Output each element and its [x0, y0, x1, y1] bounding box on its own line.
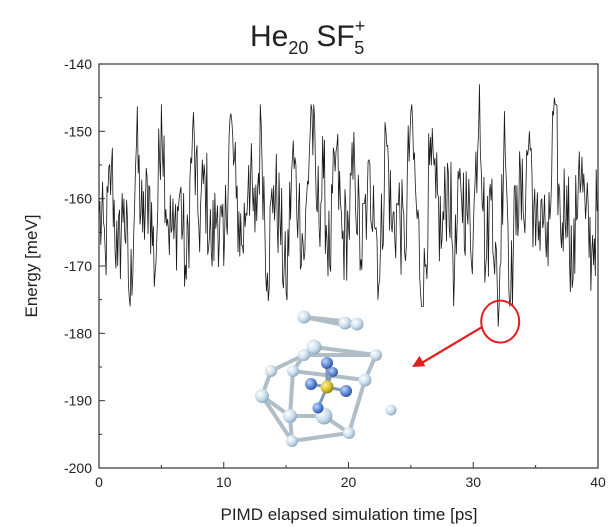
x-axis: 0 10 20 30 40 — [95, 462, 606, 490]
x-tick-label: 20 — [341, 474, 357, 490]
plot-area — [98, 63, 599, 469]
highlight-circle — [480, 299, 521, 344]
annotation-arrow — [419, 326, 482, 365]
chart-title: He20 SF+ 5 — [250, 16, 365, 58]
series-line — [98, 84, 599, 327]
sulfur-atom — [320, 380, 334, 394]
series-group — [98, 84, 599, 327]
y-axis-label: Energy [meV] — [22, 215, 41, 318]
y-tick-label: -150 — [64, 123, 92, 139]
molecule-inset — [255, 310, 397, 447]
y-tick-label: -170 — [64, 258, 92, 274]
y-tick-label: -140 — [64, 56, 92, 72]
y-axis: -200 -190 -180 -170 -160 -150 -140 — [64, 56, 105, 476]
y-tick-label: -160 — [64, 191, 92, 207]
x-tick-label: 0 — [95, 474, 103, 490]
y-tick-label: -200 — [64, 460, 92, 476]
y-tick-label: -190 — [64, 393, 92, 409]
x-axis-label: PIMD elapsed simulation time [ps] — [221, 505, 478, 524]
helium-atoms — [255, 310, 397, 447]
fluorine-atoms — [305, 357, 352, 414]
annotation — [412, 299, 521, 367]
x-tick-label: 30 — [465, 474, 481, 490]
annotation-arrowhead — [412, 355, 426, 367]
y-tick-label: -180 — [64, 325, 92, 341]
x-tick-label: 10 — [216, 474, 232, 490]
x-tick-label: 40 — [590, 474, 606, 490]
